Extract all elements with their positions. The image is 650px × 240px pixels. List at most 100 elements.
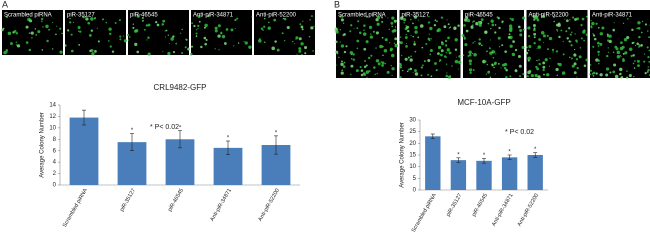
cell [640, 31, 643, 34]
cell [580, 24, 583, 27]
cell [630, 73, 632, 76]
cell [600, 15, 602, 17]
cell [543, 42, 545, 44]
cell [622, 59, 625, 62]
cell [494, 73, 496, 75]
significance-marker: * [534, 147, 537, 153]
cell [109, 45, 112, 48]
cell [571, 64, 575, 68]
cell [484, 30, 488, 34]
cell [336, 64, 338, 66]
cell [469, 62, 472, 66]
cell [128, 36, 131, 38]
cell [69, 17, 71, 20]
cell [295, 38, 297, 40]
cell [64, 44, 67, 47]
cell [493, 62, 497, 66]
cell [632, 54, 635, 57]
cell [489, 39, 492, 41]
cell [543, 73, 545, 76]
cell [474, 40, 476, 43]
cell [493, 66, 495, 69]
cell [420, 66, 423, 69]
cell [606, 34, 610, 38]
cell [439, 59, 442, 62]
cell [616, 55, 621, 59]
cell [352, 58, 356, 61]
cell [341, 69, 343, 71]
cell [445, 74, 449, 78]
cell [485, 73, 488, 75]
cell [616, 50, 621, 55]
cell [413, 41, 416, 43]
cell [196, 34, 198, 36]
cell [447, 75, 452, 79]
cell [13, 29, 17, 33]
cell [445, 63, 448, 65]
cell [556, 74, 558, 77]
cell [353, 28, 355, 30]
cell [504, 50, 507, 53]
cell [519, 28, 523, 33]
cell [356, 39, 360, 43]
cell [454, 27, 457, 29]
cell [10, 42, 13, 45]
cell [572, 16, 575, 19]
cell [568, 56, 571, 59]
cell [376, 72, 379, 75]
cell [193, 24, 196, 28]
cell [169, 43, 171, 45]
cell [412, 22, 414, 25]
significance-marker: * [179, 125, 182, 131]
cell [30, 31, 34, 35]
cell [389, 47, 394, 51]
cell [591, 21, 595, 26]
cell [621, 76, 624, 79]
cell [514, 48, 518, 52]
cell [400, 16, 404, 20]
cell [543, 16, 545, 18]
cell [311, 15, 313, 17]
bar [476, 160, 492, 190]
cell [363, 47, 367, 51]
cell [536, 59, 538, 62]
cell [420, 74, 423, 77]
cell [403, 22, 405, 24]
cell [405, 25, 407, 27]
cell [410, 55, 412, 58]
cell [526, 75, 529, 78]
cell [569, 19, 571, 21]
cell [427, 21, 431, 24]
cell [217, 34, 221, 38]
cell [628, 47, 633, 52]
cell [258, 39, 262, 43]
cell [384, 38, 388, 42]
cell [468, 68, 473, 72]
cell [386, 70, 390, 74]
cell [430, 37, 432, 40]
cell [263, 41, 266, 44]
cell [204, 42, 207, 46]
cell [583, 64, 587, 67]
cell [91, 52, 95, 56]
cell [399, 41, 403, 45]
cell [555, 67, 559, 72]
cell [200, 45, 203, 49]
cell [273, 18, 277, 22]
cell [146, 39, 148, 41]
cell [447, 36, 450, 40]
cell [466, 19, 471, 23]
cell [156, 23, 160, 27]
panel-label: A [2, 0, 8, 9]
cell [181, 51, 184, 54]
cell [428, 15, 430, 18]
cell [84, 16, 86, 18]
cell [638, 44, 641, 48]
cell [592, 34, 596, 37]
cell [87, 21, 91, 25]
cell [468, 53, 472, 57]
y-tick-label: 12 [49, 114, 56, 120]
cell [561, 71, 566, 75]
cell [360, 69, 364, 72]
cell [549, 57, 551, 60]
